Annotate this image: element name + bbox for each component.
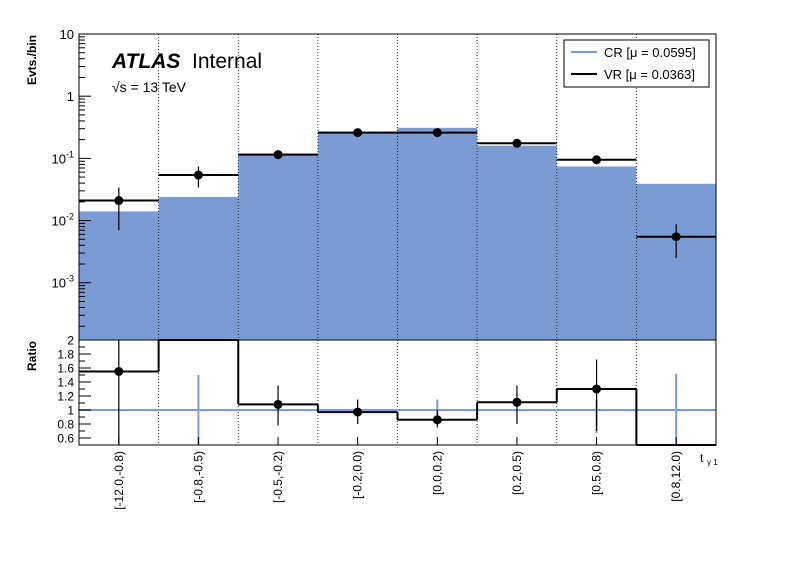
- x-tick-label: [-0.5,-0.2): [271, 451, 285, 503]
- legend-vr-label: VR [μ = 0.0363]: [604, 67, 695, 82]
- ratio-point: [114, 367, 124, 376]
- main-y-axis-label: Evts./bin: [25, 35, 39, 85]
- cr-bar: [158, 196, 239, 340]
- x-tick-label: [0.5,0.8): [590, 451, 604, 495]
- vr-point: [353, 128, 363, 138]
- cr-bar: [238, 153, 318, 340]
- vr-series: [79, 128, 716, 258]
- cr-bar: [397, 127, 478, 340]
- cr-bar: [79, 211, 159, 340]
- y-tick-label: 1: [67, 89, 74, 104]
- ratio-bin-edge-gridlines: [158, 340, 637, 445]
- ratio-y-tick-label: 2: [67, 334, 74, 348]
- y-tick-label: 10-2: [52, 212, 74, 229]
- ratio-plot-frame: [78, 339, 717, 446]
- ratio-y-axis-label: Ratio: [25, 341, 39, 371]
- vr-point: [671, 232, 681, 242]
- legend: CR [μ = 0.0595] VR [μ = 0.0363]: [563, 39, 710, 88]
- x-tick-label: [-12.0,-0.8): [112, 451, 126, 510]
- x-tick-label: [0.0,0.2): [430, 451, 444, 495]
- atlas-label: ATLAS: [111, 50, 180, 73]
- ratio-series: [79, 339, 716, 446]
- x-tick-label: [0.2,0.5): [510, 451, 524, 495]
- ratio-y-tick-label: 0.8: [57, 418, 74, 432]
- x-axis-tick-labels: [-12.0,-0.8) [-0.8,-0.5) [-0.5,-0.2) [-0.2,…: [112, 437, 683, 510]
- ratio-point: [353, 407, 363, 417]
- y-tick-label: 10: [60, 27, 74, 42]
- y-tick-label: 10-1: [52, 149, 74, 166]
- ratio-y-tick-label: 1.8: [57, 348, 74, 362]
- vr-point: [432, 128, 442, 138]
- main-histogram-bars: [79, 127, 716, 340]
- internal-label: Internal: [192, 50, 262, 73]
- cr-bar: [477, 145, 557, 340]
- ratio-y-tick-label: 1.4: [57, 376, 74, 390]
- ratio-y-tick-label: 1.6: [57, 362, 74, 376]
- x-axis-label-subscript: γ 1: [707, 458, 718, 467]
- ratio-y-tick-label: 1: [67, 404, 74, 418]
- x-tick-label: [-0.2,0.0): [351, 451, 365, 499]
- vr-point: [512, 138, 522, 148]
- main-y-axis: 10 1 10-1 10-2 10-3: [52, 27, 91, 327]
- ratio-point: [592, 384, 602, 394]
- ratio-y-tick-label: 1.2: [57, 390, 74, 404]
- energy-label: √s = 13 TeV: [112, 79, 187, 95]
- ratio-point: [512, 397, 522, 407]
- vr-point: [592, 155, 602, 165]
- y-tick-label: 10-3: [52, 274, 74, 291]
- x-tick-label: [-0.8,-0.5): [191, 451, 205, 503]
- ratio-y-axis: 21.81.61.41.210.80.6: [57, 334, 91, 446]
- ratio-y-tick-label: 0.6: [57, 432, 74, 446]
- cr-bar: [636, 183, 716, 340]
- vr-point: [193, 170, 203, 180]
- ratio-point: [432, 415, 442, 425]
- x-axis-label: t: [700, 451, 704, 465]
- vr-point: [114, 196, 124, 206]
- x-tick-label: [0.8,12.0): [669, 451, 683, 502]
- legend-cr-label: CR [μ = 0.0595]: [604, 45, 696, 60]
- ratio-point: [273, 399, 283, 409]
- cr-bar: [317, 131, 398, 340]
- vr-point: [273, 150, 283, 160]
- cr-bar: [556, 166, 637, 340]
